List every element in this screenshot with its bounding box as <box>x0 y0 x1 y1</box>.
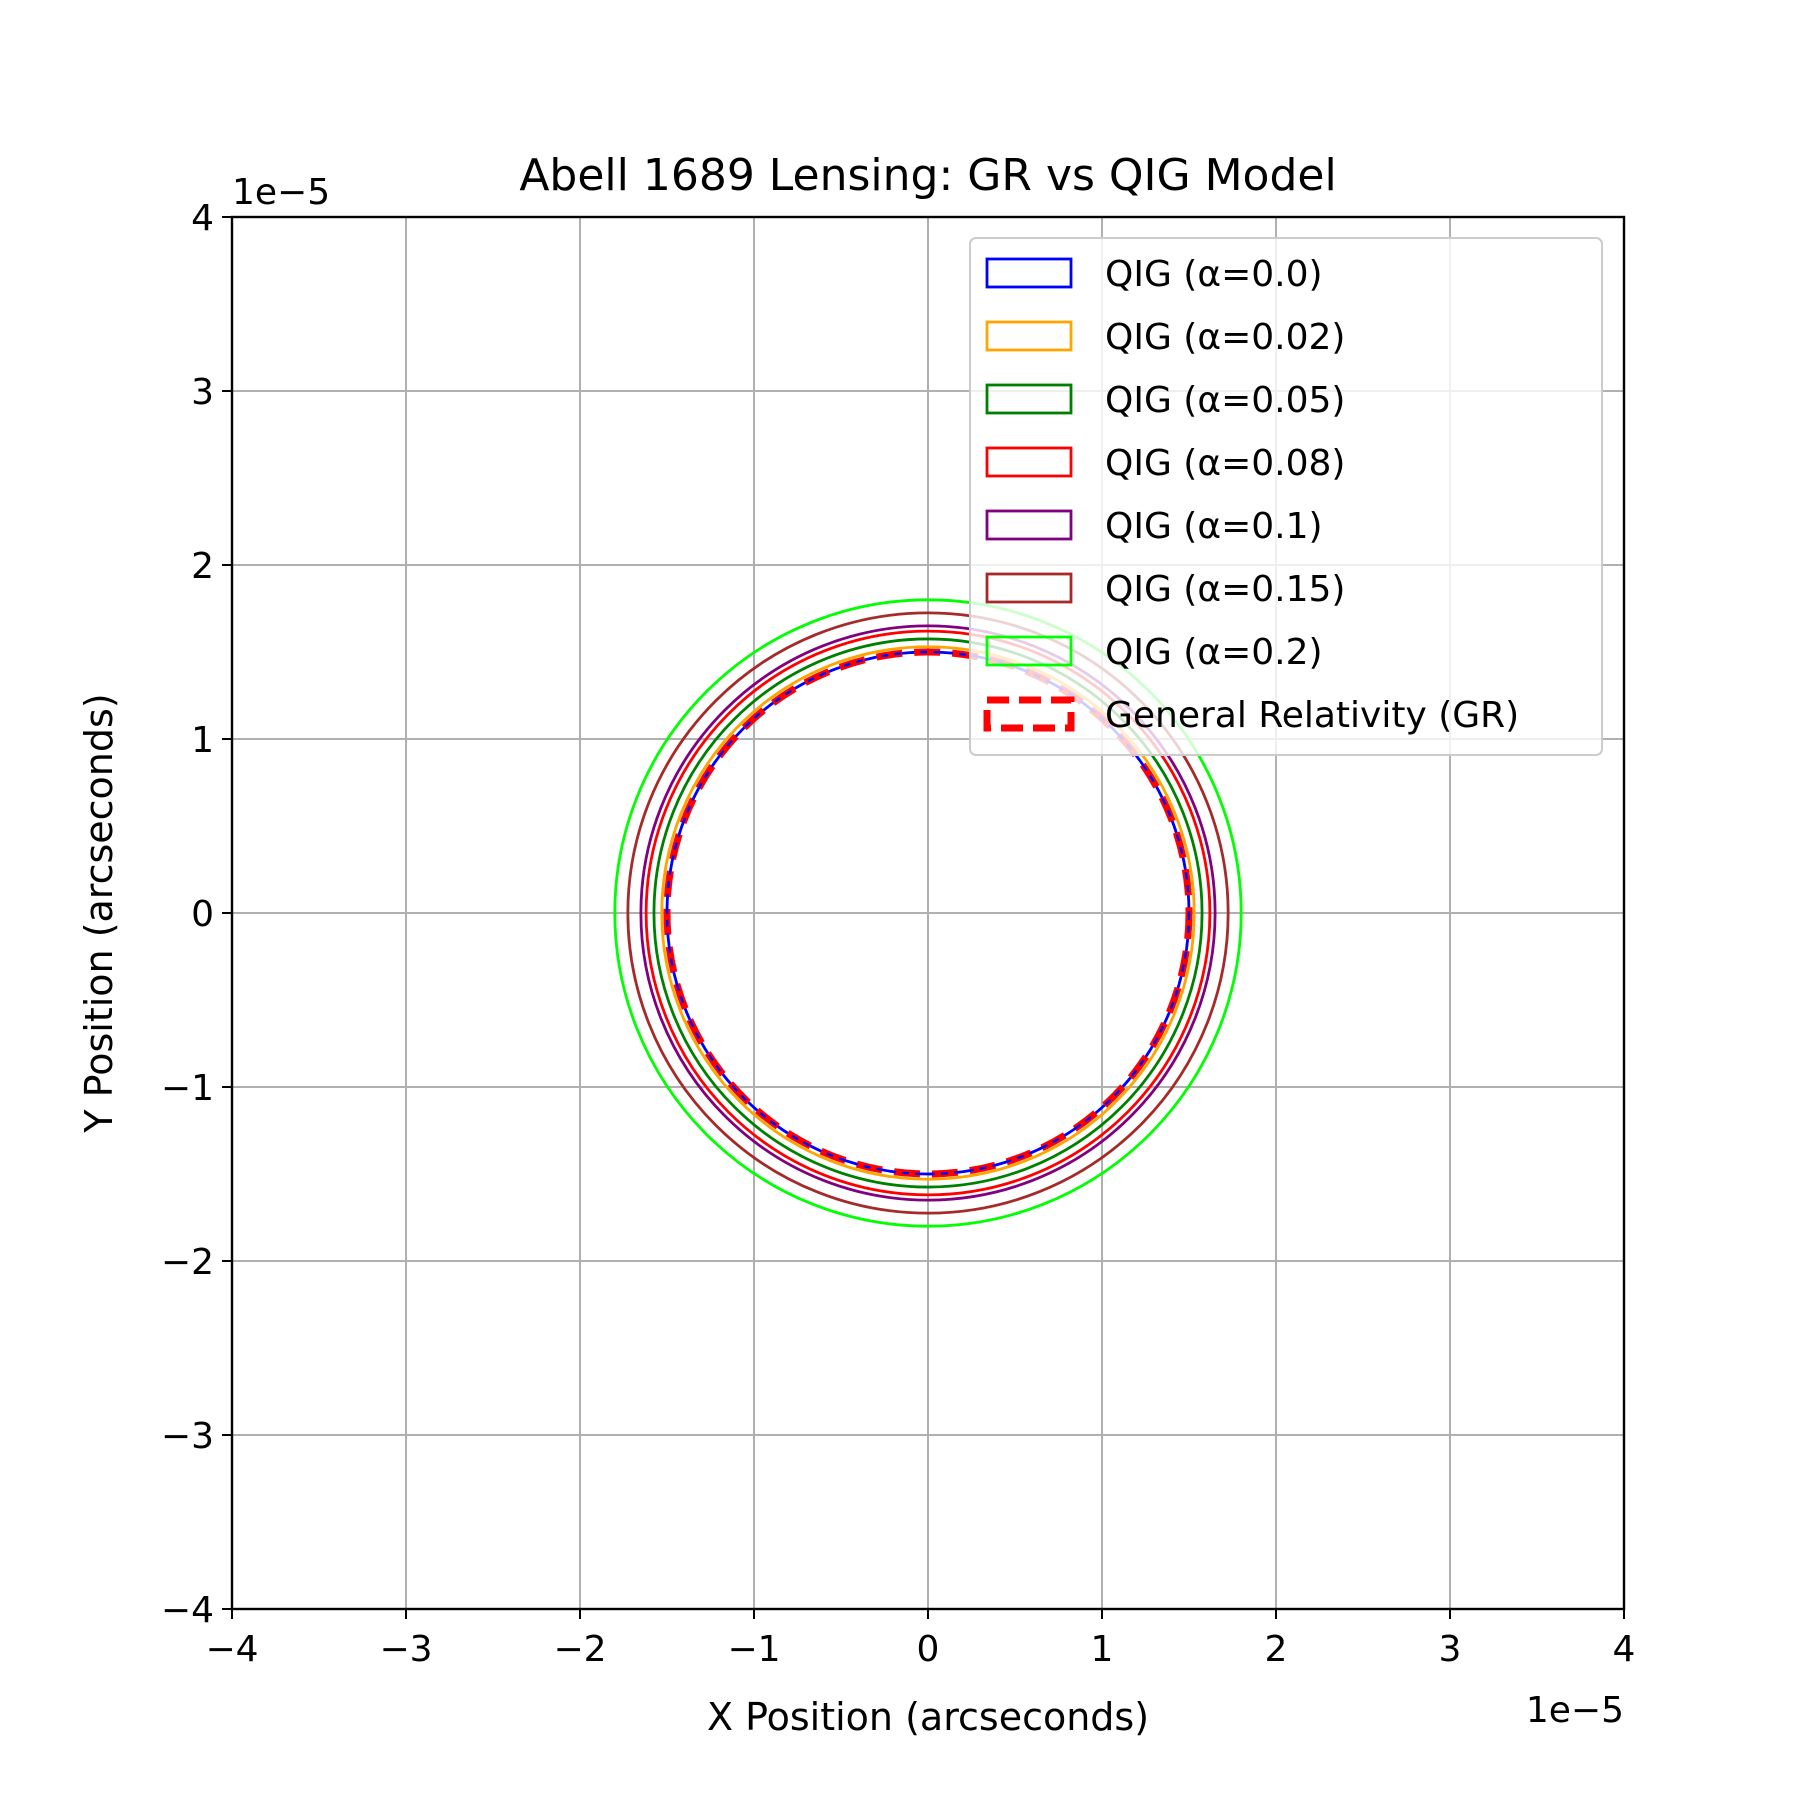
legend: QIG (α=0.0) QIG (α=0.02) QIG (α=0.05) QIG (… <box>969 237 1603 756</box>
legend-items: QIG (α=0.0) QIG (α=0.02) QIG (α=0.05) QIG (… <box>983 254 1519 736</box>
x-axis-label: X Position (arcseconds) <box>707 1695 1149 1739</box>
series-circle-6 <box>613 598 1243 1228</box>
legend-swatch-7 <box>983 696 1075 732</box>
y-tick-label-8: 4 <box>191 198 214 239</box>
y-axis-label: Y Position (arcseconds) <box>77 693 121 1133</box>
legend-label-3: QIG (α=0.08) <box>1105 443 1345 484</box>
legend-label-5: QIG (α=0.15) <box>1105 569 1345 610</box>
x-tick-label-5: 1 <box>1091 1629 1114 1670</box>
series-circle-2 <box>652 637 1204 1189</box>
x-tick-label-2: −2 <box>553 1629 606 1670</box>
y-tick-label-0: −4 <box>161 1590 214 1631</box>
x-tick-label-0: −4 <box>205 1629 258 1670</box>
series-circle-4 <box>639 624 1217 1202</box>
y-tick-label-7: 3 <box>191 372 214 413</box>
x-tick-label-6: 2 <box>1265 1629 1288 1670</box>
legend-swatch-0 <box>985 257 1073 289</box>
legend-swatch-3 <box>985 446 1073 478</box>
chart-title: Abell 1689 Lensing: GR vs QIG Model <box>519 150 1336 201</box>
x-tick-label-7: 3 <box>1439 1629 1462 1670</box>
x-tick-label-8: 4 <box>1613 1629 1636 1670</box>
legend-swatch-6 <box>985 635 1073 667</box>
legend-label-1: QIG (α=0.02) <box>1105 317 1345 358</box>
legend-label-4: QIG (α=0.1) <box>1105 506 1323 547</box>
x-tick-label-1: −3 <box>379 1629 432 1670</box>
legend-label-6: QIG (α=0.2) <box>1105 632 1323 673</box>
series-layer <box>613 598 1243 1228</box>
y-ticks: −4 −3 −2 −1 0 1 2 3 4 <box>161 198 232 1631</box>
legend-swatch-4 <box>985 509 1073 541</box>
y-tick-label-6: 2 <box>191 546 214 587</box>
series-circle-0-overlay <box>665 650 1191 1176</box>
series-circle-1 <box>660 645 1196 1181</box>
x-ticks: −4 −3 −2 −1 0 1 2 3 4 <box>205 1609 1635 1670</box>
y-tick-label-3: −1 <box>161 1068 214 1109</box>
legend-label-2: QIG (α=0.05) <box>1105 380 1345 421</box>
y-offset-label: 1e−5 <box>232 172 330 213</box>
y-tick-label-2: −2 <box>161 1242 214 1283</box>
series-circle-5 <box>626 611 1230 1215</box>
legend-swatch-1 <box>985 320 1073 352</box>
legend-swatch-5 <box>985 572 1073 604</box>
y-tick-label-1: −3 <box>161 1416 214 1457</box>
series-circle-3 <box>644 629 1212 1197</box>
legend-label-0: QIG (α=0.0) <box>1105 254 1323 295</box>
y-tick-label-5: 1 <box>191 720 214 761</box>
y-tick-label-4: 0 <box>191 894 214 935</box>
legend-label-7: General Relativity (GR) <box>1105 695 1519 736</box>
legend-swatch-2 <box>985 383 1073 415</box>
x-tick-label-3: −1 <box>727 1629 780 1670</box>
x-tick-label-4: 0 <box>917 1629 940 1670</box>
x-offset-label: 1e−5 <box>1526 1690 1624 1731</box>
legend-frame <box>969 237 1603 756</box>
